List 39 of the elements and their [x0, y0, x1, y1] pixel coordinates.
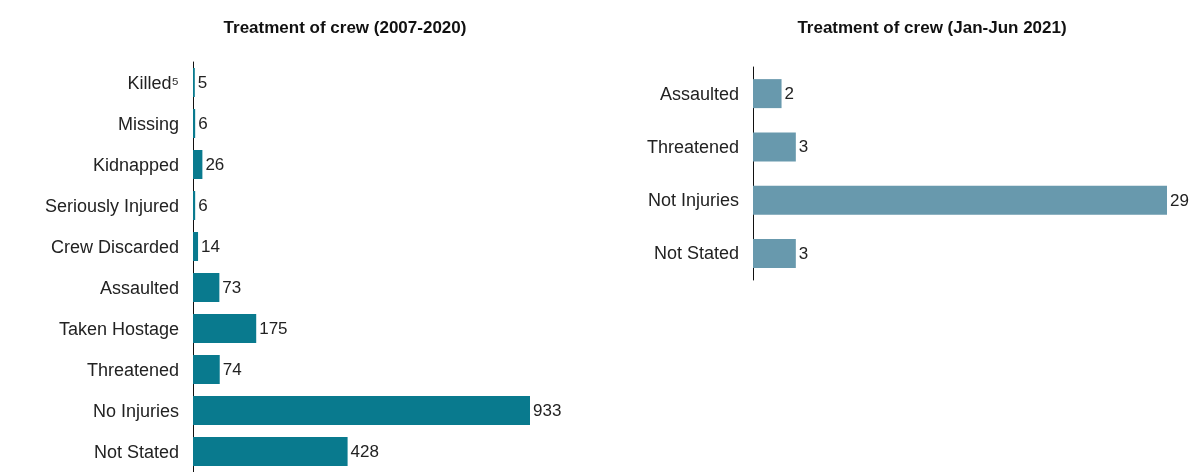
- data-label: 3: [798, 137, 809, 157]
- y-tick-label: Threatened: [86, 359, 179, 380]
- data-label: 26: [205, 155, 225, 174]
- y-tick-label: Threatened: [646, 136, 739, 157]
- chart-title: Treatment of crew (Jan-Jun 2021): [797, 18, 1067, 37]
- chart-title: Treatment of crew (2007-2020): [223, 18, 467, 37]
- bar: [193, 314, 257, 343]
- y-tick-label: Not Stated: [653, 243, 739, 264]
- bar: [193, 355, 220, 384]
- data-label: 3: [798, 243, 809, 263]
- data-label: 933: [533, 401, 562, 420]
- y-tick-label: No Injuries: [92, 400, 179, 421]
- y-tick-label: Missing: [117, 113, 179, 134]
- y-tick-label: Assaulted: [659, 83, 739, 104]
- y-tick-label: Seriously Injured: [44, 195, 179, 216]
- bar: [193, 273, 220, 302]
- y-tick-label: Crew Discarded: [50, 236, 179, 257]
- y-tick-label: Not Stated: [93, 441, 179, 462]
- y-tick-label: Taken Hostage: [58, 318, 179, 339]
- data-label: 6: [198, 114, 208, 133]
- bar: [193, 437, 348, 466]
- y-tick-label: Assaulted: [99, 277, 179, 298]
- y-tick-label: Killed⁵: [127, 72, 179, 93]
- data-label: 5: [197, 73, 208, 92]
- data-label: 6: [198, 196, 208, 215]
- bar: [193, 150, 203, 179]
- data-label: 29: [1170, 190, 1189, 210]
- y-tick-label: Kidnapped: [92, 154, 179, 175]
- bar: [193, 109, 196, 138]
- bar: [193, 191, 196, 220]
- y-tick-label: Not Injuries: [647, 190, 739, 211]
- data-label: 428: [350, 442, 379, 461]
- data-label: 73: [222, 278, 242, 297]
- data-label: 14: [201, 237, 220, 256]
- data-label: 74: [222, 360, 242, 379]
- data-label: 175: [259, 319, 288, 338]
- data-label: 2: [784, 84, 795, 104]
- bar: [193, 232, 199, 261]
- bar: [193, 396, 530, 425]
